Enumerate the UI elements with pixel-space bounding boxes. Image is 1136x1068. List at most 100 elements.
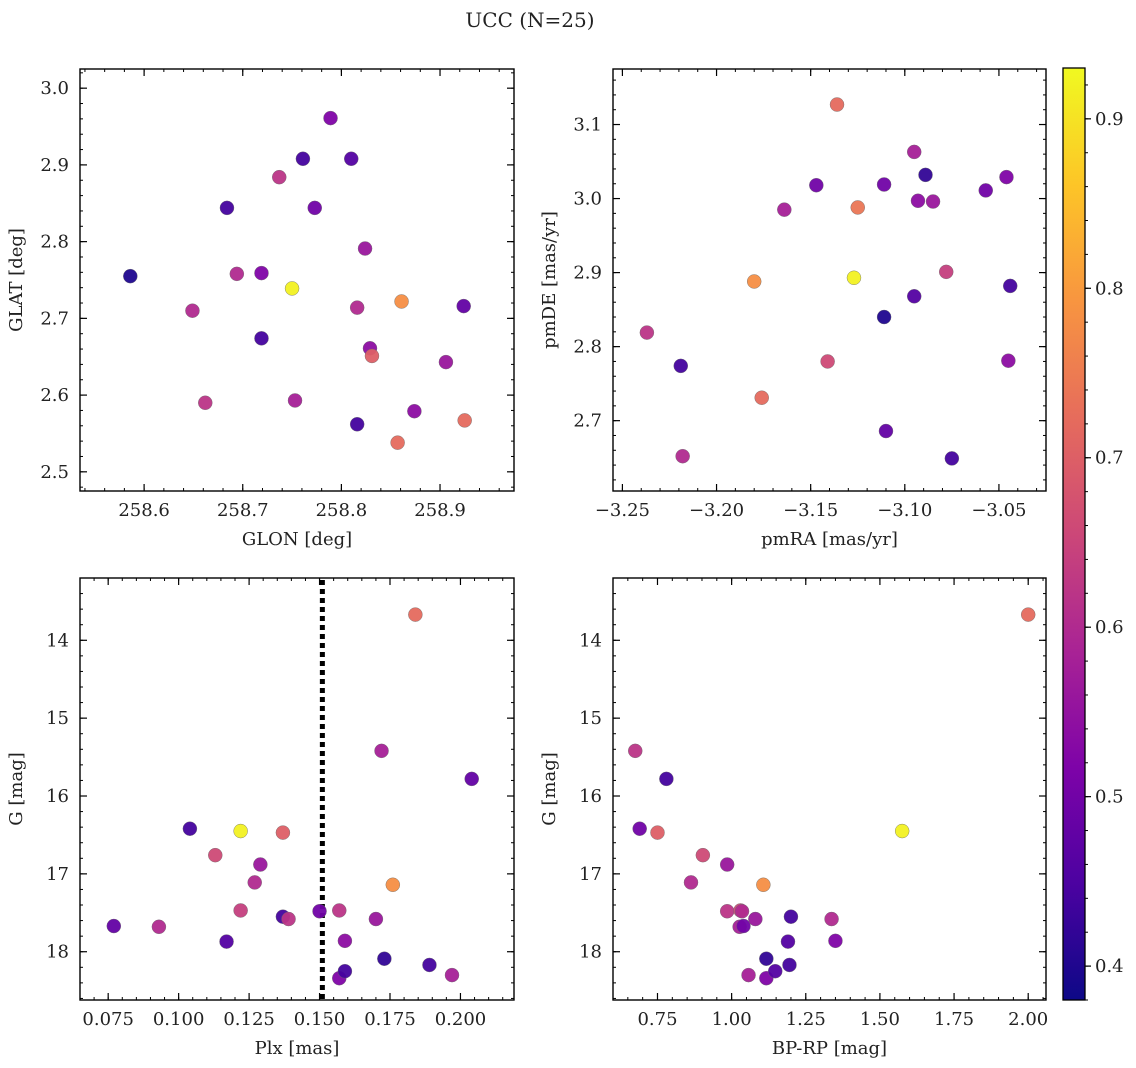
panel-1-ylabel: pmDE [mas/yr]	[539, 211, 560, 349]
data-point	[782, 957, 797, 973]
panel-0-axes: 258.6 258.7 258.8 258.9 2.5 2.6 2.7 2.8 2.9 3.0	[40, 68, 515, 521]
colorbar: 0.4 0.5 0.6 0.7 0.8 0.9	[1062, 67, 1124, 1001]
data-point	[878, 423, 894, 439]
y-tick-label: 18	[579, 942, 602, 963]
data-point	[675, 449, 690, 464]
y-tick-label: 14	[46, 630, 69, 651]
data-point	[219, 200, 235, 216]
y-tick-label: 2.7	[40, 308, 69, 329]
panel-1-points	[639, 97, 1018, 466]
data-point	[780, 934, 796, 949]
panel-bprp-g: 0.75 1.00 1.25 1.50 1.75 2.00 14 15 16 17 18 BP-RP…	[539, 577, 1048, 1059]
data-point	[247, 875, 262, 890]
data-point	[349, 417, 365, 432]
data-point	[275, 825, 291, 840]
data-point	[407, 404, 422, 419]
y-tick-label: 2.9	[573, 263, 602, 284]
data-point	[820, 354, 835, 369]
data-point	[374, 743, 389, 759]
data-point	[756, 877, 771, 892]
data-point	[312, 904, 327, 919]
panel-3-points	[628, 607, 1036, 986]
axes-frame	[612, 577, 1047, 1001]
data-point	[944, 451, 960, 466]
data-point	[456, 298, 471, 314]
colorbar-tick-label: 0.4	[1095, 956, 1124, 977]
data-point	[829, 97, 845, 112]
data-point	[438, 354, 454, 370]
axes-frame	[79, 68, 515, 492]
data-point	[850, 200, 865, 215]
figure-title: UCC (N=25)	[465, 8, 594, 32]
y-tick-label: 2.8	[40, 232, 69, 253]
data-point	[683, 875, 699, 890]
data-point	[422, 957, 437, 973]
x-tick-label: 258.6	[118, 500, 170, 521]
data-point	[254, 331, 269, 346]
x-tick-label: 2.00	[1008, 1009, 1048, 1030]
data-point	[295, 151, 311, 166]
data-point	[939, 264, 954, 280]
data-point	[673, 358, 688, 374]
y-tick-label: 17	[46, 864, 69, 885]
panel-1-xlabel: pmRA [mas/yr]	[761, 529, 898, 550]
data-point	[628, 743, 643, 759]
x-tick-label: −3.20	[689, 500, 744, 521]
data-point	[741, 967, 756, 983]
data-point	[337, 933, 353, 949]
panel-2-axes: 0.075 0.100 0.125 0.150 0.175 0.200 14 15 16 17 18	[46, 577, 515, 1030]
data-point	[639, 325, 655, 340]
colorbar-ticks: 0.4 0.5 0.6 0.7 0.8 0.9	[1085, 84, 1124, 1001]
colorbar-tick-label: 0.5	[1095, 787, 1124, 808]
data-point	[332, 903, 347, 918]
data-point	[272, 169, 287, 185]
data-point	[650, 825, 665, 840]
data-point	[746, 274, 762, 289]
x-tick-label: 258.8	[316, 500, 368, 521]
x-tick-label: 0.150	[294, 1009, 346, 1030]
data-point	[828, 933, 843, 949]
panel-pmra-pmde: −3.25 −3.20 −3.15 −3.10 −3.05 2.7 2.8 2.9 3.0 3.1…	[539, 68, 1047, 550]
data-point	[229, 266, 245, 282]
data-point	[182, 821, 198, 836]
x-tick-label: 0.75	[637, 1009, 677, 1030]
data-point	[233, 903, 248, 918]
panel-glon-glat: 258.6 258.7 258.8 258.9 2.5 2.6 2.7 2.8 2.9 3.0 G…	[6, 68, 515, 550]
data-point	[719, 904, 735, 919]
data-point	[768, 963, 783, 979]
y-tick-label: 18	[46, 942, 69, 963]
data-point	[464, 771, 479, 787]
data-point	[377, 951, 392, 966]
data-point	[1003, 278, 1018, 294]
data-point	[281, 911, 296, 927]
x-tick-label: 258.7	[217, 500, 269, 521]
data-point	[894, 823, 910, 839]
data-point	[1021, 607, 1036, 622]
colorbar-tick-label: 0.9	[1095, 109, 1124, 130]
data-point	[253, 857, 268, 872]
axes-frame	[79, 577, 515, 1001]
x-tick-label: 0.125	[223, 1009, 275, 1030]
data-point	[777, 202, 792, 217]
data-point	[632, 821, 647, 836]
y-tick-label: 2.9	[40, 155, 69, 176]
data-point	[444, 967, 460, 983]
data-point	[809, 178, 824, 193]
panel-plx-g: 0.075 0.100 0.125 0.150 0.175 0.200 14 15 16 17 18…	[6, 577, 515, 1059]
data-point	[999, 169, 1014, 185]
y-tick-label: 2.8	[573, 337, 602, 358]
data-point	[106, 918, 122, 934]
data-point	[824, 911, 839, 927]
colorbar-gradient	[1062, 67, 1086, 1001]
x-tick-label: 1.25	[786, 1009, 826, 1030]
x-tick-label: −3.05	[971, 500, 1026, 521]
data-point	[748, 911, 763, 927]
data-point	[208, 847, 223, 863]
x-tick-label: 1.50	[860, 1009, 900, 1030]
data-point	[408, 607, 423, 622]
data-point	[323, 110, 338, 126]
data-point	[907, 289, 922, 304]
y-tick-label: 16	[579, 786, 602, 807]
data-point	[918, 167, 933, 183]
